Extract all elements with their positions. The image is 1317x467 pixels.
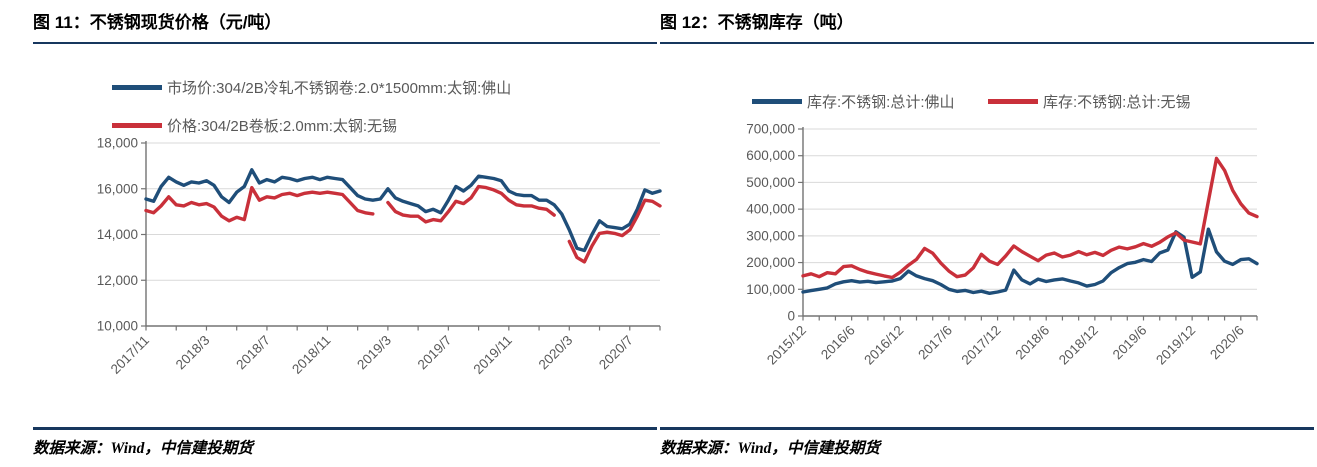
figure-12-legend-item-foshan: 库存:不锈钢:总计:佛山 [752, 93, 955, 111]
svg-text:300,000: 300,000 [746, 228, 795, 243]
figure-11-legend-item-wuxi: 价格:304/2B卷板:2.0mm:太钢:无锡 [112, 117, 398, 135]
svg-text:2018/11: 2018/11 [289, 333, 333, 377]
figure-11-legend-item-foshan: 市场价:304/2B冷轧不锈钢卷:2.0*1500mm:太钢:佛山 [112, 79, 512, 97]
legend-label: 库存:不锈钢:总计:无锡 [1043, 93, 1191, 111]
svg-text:2018/12: 2018/12 [1056, 323, 1101, 368]
svg-text:2018/6: 2018/6 [1013, 323, 1053, 363]
svg-text:2019/3: 2019/3 [354, 333, 394, 373]
svg-text:2019/12: 2019/12 [1153, 323, 1198, 368]
figure-11-bottom-rule [33, 427, 657, 430]
figure-12-title: 图 12：不锈钢库存（吨） [660, 13, 854, 32]
figure-11-data-source-note: 数据来源：Wind，中信建投期货 [33, 440, 253, 457]
red-line-swatch [112, 122, 162, 128]
svg-text:2018/7: 2018/7 [233, 333, 273, 373]
figure-12-bottom-rule [660, 427, 1314, 430]
svg-text:2019/6: 2019/6 [1110, 323, 1150, 363]
svg-text:16,000: 16,000 [97, 181, 138, 196]
svg-text:2017/11: 2017/11 [108, 333, 152, 377]
figure-12-legend-item-wuxi: 库存:不锈钢:总计:无锡 [988, 93, 1191, 111]
svg-text:18,000: 18,000 [97, 136, 138, 151]
svg-text:14,000: 14,000 [97, 227, 138, 242]
svg-text:10,000: 10,000 [97, 319, 138, 334]
svg-text:2020/7: 2020/7 [596, 333, 636, 373]
blue-line-swatch [112, 84, 162, 90]
legend-label: 市场价:304/2B冷轧不锈钢卷:2.0*1500mm:太钢:佛山 [167, 79, 512, 97]
svg-text:12,000: 12,000 [97, 273, 138, 288]
legend-label: 库存:不锈钢:总计:佛山 [807, 93, 955, 111]
svg-text:2015/12: 2015/12 [764, 323, 809, 368]
svg-text:0: 0 [787, 309, 795, 324]
svg-text:2019/7: 2019/7 [415, 333, 455, 373]
svg-text:200,000: 200,000 [746, 255, 795, 270]
svg-text:2020/6: 2020/6 [1207, 323, 1247, 363]
svg-text:2017/12: 2017/12 [959, 323, 1004, 368]
figure-11-title: 图 11：不锈钢现货价格（元/吨） [33, 13, 282, 32]
price-line-chart: 10,000 12,000 14,000 16,000 18,000 2017/11 201… [97, 136, 662, 377]
svg-text:500,000: 500,000 [746, 175, 795, 190]
svg-text:2018/3: 2018/3 [173, 333, 213, 373]
svg-text:100,000: 100,000 [746, 282, 795, 297]
figure-12-title-rule [660, 42, 1314, 44]
svg-text:700,000: 700,000 [746, 122, 795, 137]
blue-line-swatch [752, 98, 802, 104]
inventory-line-chart: 0 100,000 200,000 300,000 400,000 500,000 600,… [746, 122, 1259, 368]
svg-text:2016/6: 2016/6 [818, 323, 858, 363]
svg-text:2020/3: 2020/3 [536, 333, 576, 373]
svg-text:400,000: 400,000 [746, 202, 795, 217]
figure-11-title-rule [33, 42, 657, 44]
figure-12-data-source-note: 数据来源：Wind，中信建投期货 [660, 440, 880, 457]
legend-label: 价格:304/2B卷板:2.0mm:太钢:无锡 [167, 117, 398, 135]
svg-text:2019/11: 2019/11 [471, 333, 515, 377]
red-line-swatch [988, 98, 1038, 104]
svg-text:2016/12: 2016/12 [861, 323, 906, 368]
svg-text:2017/6: 2017/6 [915, 323, 955, 363]
svg-text:600,000: 600,000 [746, 148, 795, 163]
